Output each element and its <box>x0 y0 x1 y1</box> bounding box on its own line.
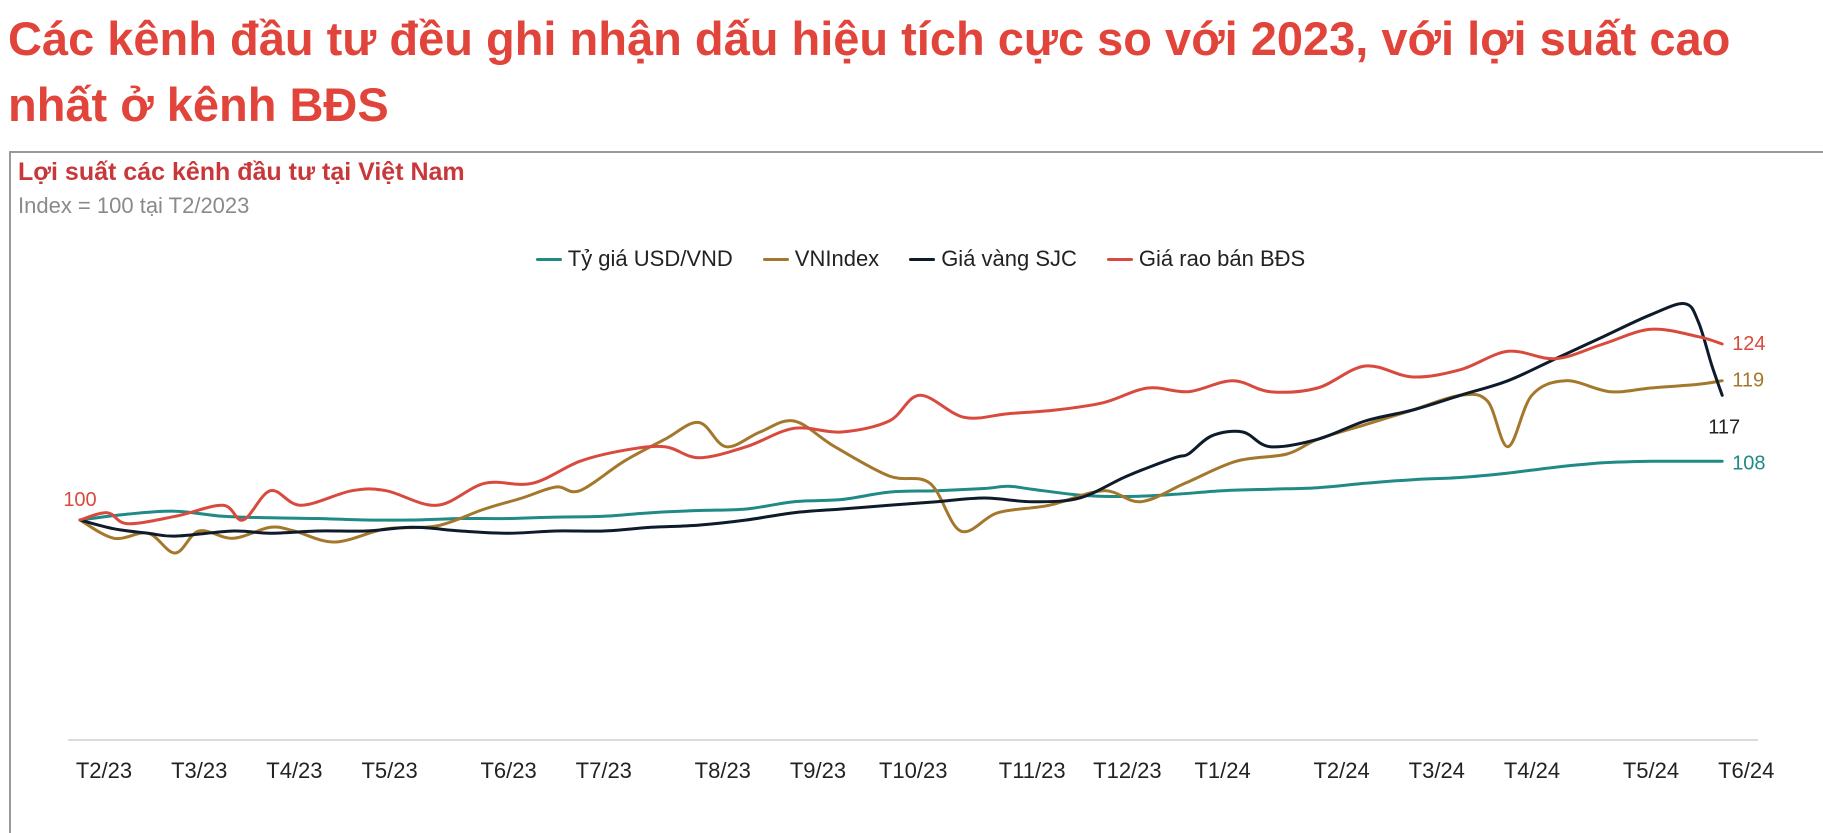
x-tick-label: T4/24 <box>1504 758 1560 783</box>
x-tick-label: T12/23 <box>1093 758 1162 783</box>
x-tick-label: T8/23 <box>695 758 751 783</box>
x-tick-label: T2/23 <box>76 758 132 783</box>
x-tick-label: T9/23 <box>790 758 846 783</box>
legend-label-vnindex: VNIndex <box>794 246 880 271</box>
series-end-label-2: 117 <box>1708 416 1740 438</box>
legend-swatch-gold-sjc <box>909 257 936 261</box>
start-value-label: 100 <box>63 489 96 511</box>
x-tick-label: T6/24 <box>1718 758 1774 783</box>
series-end-label-0: 108 <box>1732 452 1765 474</box>
series-line-0 <box>78 459 1724 522</box>
series-line-1 <box>78 379 1724 555</box>
legend-label-real-estate: Giá rao bán BĐS <box>1138 246 1306 271</box>
x-tick-label: T1/24 <box>1194 758 1250 783</box>
page-headline: Các kênh đầu tư đều ghi nhận dấu hiệu tí… <box>8 12 1731 131</box>
x-tick-label: T11/23 <box>999 758 1066 783</box>
x-tick-label: T4/23 <box>266 758 322 783</box>
legend-label-gold-sjc: Giá vàng SJC <box>941 246 1077 271</box>
legend-swatch-real-estate <box>1106 257 1133 261</box>
x-tick-label: T5/23 <box>361 758 417 783</box>
chart-subtitle: Index = 100 tại T2/2023 <box>18 193 250 218</box>
series-end-label-3: 124 <box>1732 333 1765 355</box>
x-tick-label: T3/23 <box>171 758 227 783</box>
x-tick-label: T7/23 <box>576 758 632 783</box>
x-tick-label: T5/24 <box>1623 758 1679 783</box>
x-tick-label: T3/24 <box>1409 758 1465 783</box>
chart-legend: Tỷ giá USD/VND VNIndex Giá vàng SJC Giá … <box>0 246 1823 272</box>
legend-swatch-usd-vnd <box>535 257 562 261</box>
legend-swatch-vnindex <box>762 257 789 261</box>
x-tick-label: T10/23 <box>879 758 948 783</box>
series-line-2 <box>78 302 1724 538</box>
legend-item-gold-sjc: Giá vàng SJC <box>909 246 1077 272</box>
x-tick-label: T2/24 <box>1313 758 1369 783</box>
legend-item-vnindex: VNIndex <box>762 246 880 272</box>
x-tick-label: T6/23 <box>480 758 536 783</box>
series-end-label-1: 119 <box>1732 370 1764 392</box>
chart-title: Lợi suất các kênh đầu tư tại Việt Nam <box>18 158 465 186</box>
legend-item-usd-vnd: Tỷ giá USD/VND <box>535 246 733 272</box>
legend-label-usd-vnd: Tỷ giá USD/VND <box>567 246 733 271</box>
chart-frame <box>9 151 1823 833</box>
series-line-3 <box>78 327 1724 526</box>
line-chart: T2/23 T3/23 T4/23 T5/23 T6/23 T7/23 T8/23 T9/23… <box>63 302 1774 783</box>
legend-item-real-estate: Giá rao bán BĐS <box>1106 246 1306 272</box>
